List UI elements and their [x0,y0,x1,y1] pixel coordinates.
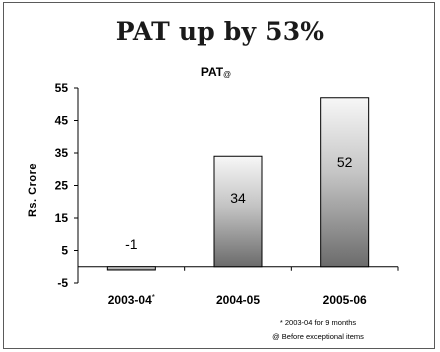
chart-title: PAT@ [201,65,231,79]
x-tick-label: 2005-06 [323,293,367,307]
x-tick-label: 2004-05 [216,293,260,307]
y-tick-label: 5 [61,244,68,258]
bar-2005-06 [320,97,370,268]
data-label: -1 [125,236,138,252]
slide-title: PAT up by 53% [115,17,325,46]
footnote-months: * 2003-04 for 9 months [280,318,357,327]
data-label: 34 [230,190,246,206]
data-labels: -1 34 52 [125,154,353,252]
y-axis-title: Rs. Crore [27,163,39,217]
y-tick-label: 35 [55,146,69,160]
x-tick-labels: 2003-04* 2004-05 2005-06 [108,293,367,307]
bar-2003-04 [106,266,156,271]
footnote-exceptional: @ Before exceptional items [272,332,364,341]
bars [106,97,370,271]
y-tick-label: -5 [57,276,68,290]
bar-2004-05 [213,155,263,268]
y-tick-label: 25 [55,179,69,193]
y-tick-label: 15 [55,211,69,225]
data-label: 52 [337,154,353,170]
y-tick-label: 55 [55,81,69,95]
y-tick-label: 45 [55,114,69,128]
x-tick-label: 2003-04* [108,293,155,307]
